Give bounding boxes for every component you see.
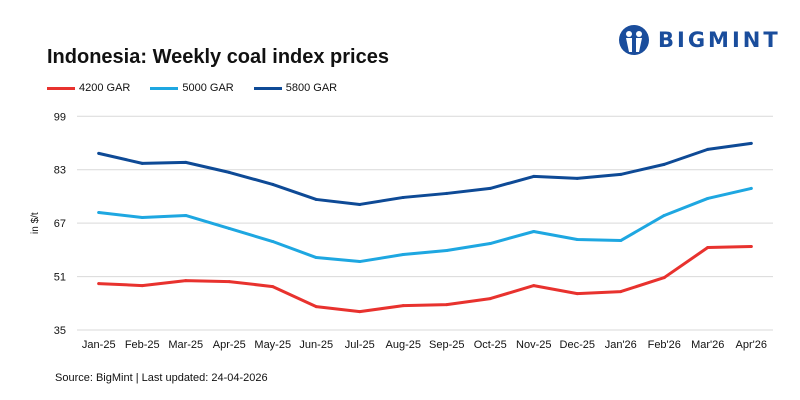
legend-item: 4200 GAR [47, 82, 130, 94]
data-point [314, 305, 318, 309]
y-tick-label: 51 [54, 272, 66, 284]
data-point [706, 246, 710, 250]
data-point [358, 260, 362, 264]
chart-title: Indonesia: Weekly coal index prices [47, 46, 389, 68]
y-tick-label: 99 [54, 111, 66, 123]
data-point [97, 151, 101, 155]
data-point [619, 290, 623, 294]
data-point [401, 253, 405, 257]
data-point [184, 213, 188, 217]
data-point [445, 191, 449, 195]
x-tick-label: Dec-25 [560, 339, 595, 351]
legend-item: 5800 GAR [253, 82, 338, 94]
x-tick-label: May-25 [254, 339, 291, 351]
x-tick-label: Sep-25 [429, 339, 464, 351]
data-point [271, 285, 275, 289]
series-line-4200-gar [97, 245, 753, 314]
data-point [227, 280, 231, 284]
y-tick-label: 83 [54, 165, 66, 177]
data-point [140, 215, 144, 219]
data-point [97, 210, 101, 214]
x-tick-label: Mar-25 [168, 339, 203, 351]
data-point [749, 141, 753, 145]
x-tick-label: Aug-25 [386, 339, 421, 351]
data-point [706, 196, 710, 200]
data-point [401, 304, 405, 308]
bigmint-logo: BIGMINT [618, 24, 781, 56]
data-point [662, 276, 666, 280]
data-point [184, 279, 188, 283]
data-point [184, 160, 188, 164]
data-point [227, 226, 231, 230]
legend-label: 4200 GAR [79, 82, 131, 94]
bigmint-logo-icon [619, 25, 649, 55]
y-tick-label: 35 [54, 325, 66, 337]
legend-swatch [253, 86, 282, 90]
data-point [532, 229, 536, 233]
data-point [749, 186, 753, 190]
legend: 4200 GAR 5000 GAR 5800 GAR [47, 82, 337, 94]
x-tick-label: Jun-25 [299, 339, 333, 351]
x-tick-label: Feb'26 [648, 339, 681, 351]
data-point [401, 195, 405, 199]
legend-swatch [47, 86, 75, 90]
data-point [619, 172, 623, 176]
data-point [271, 240, 275, 244]
data-point [532, 284, 536, 288]
x-tick-label: Nov-25 [516, 339, 551, 351]
data-point [575, 292, 579, 296]
data-point [662, 162, 666, 166]
legend-label: 5000 GAR [182, 82, 234, 94]
logo-text: BIGMINT [658, 28, 781, 52]
y-tick-label: 67 [54, 218, 66, 230]
data-point [445, 303, 449, 307]
x-tick-label: Jul-25 [345, 339, 375, 351]
data-point [140, 284, 144, 288]
data-point [314, 197, 318, 201]
x-tick-label: Jan'26 [605, 339, 637, 351]
x-tick-label: Mar'26 [691, 339, 724, 351]
data-point [575, 176, 579, 180]
data-point [488, 297, 492, 301]
data-point [314, 256, 318, 260]
data-point [749, 245, 753, 249]
series-line-5000-gar [97, 186, 753, 264]
data-point [227, 170, 231, 174]
data-point [706, 147, 710, 151]
x-tick-label: Jan-25 [82, 339, 116, 351]
legend-swatch [150, 86, 179, 90]
data-point [97, 282, 101, 286]
data-point [532, 174, 536, 178]
x-tick-label: Oct-25 [474, 339, 507, 351]
y-axis-label: in $/t [30, 212, 41, 234]
data-point [358, 202, 362, 206]
legend-label: 5800 GAR [285, 82, 338, 94]
data-point [271, 182, 275, 186]
x-tick-label: Apr'26 [736, 339, 767, 351]
data-point [140, 161, 144, 165]
data-point [488, 186, 492, 190]
series-line-5800-gar [97, 141, 753, 206]
data-point [358, 310, 362, 314]
source-note: Source: BigMint | Last updated: 24-04-20… [55, 372, 268, 384]
x-tick-label: Feb-25 [125, 339, 160, 351]
data-point [662, 213, 666, 217]
data-point [445, 249, 449, 253]
legend-item: 5000 GAR [150, 82, 234, 94]
data-point [619, 239, 623, 243]
x-tick-label: Apr-25 [213, 339, 246, 351]
data-point [575, 238, 579, 242]
data-point [488, 242, 492, 246]
